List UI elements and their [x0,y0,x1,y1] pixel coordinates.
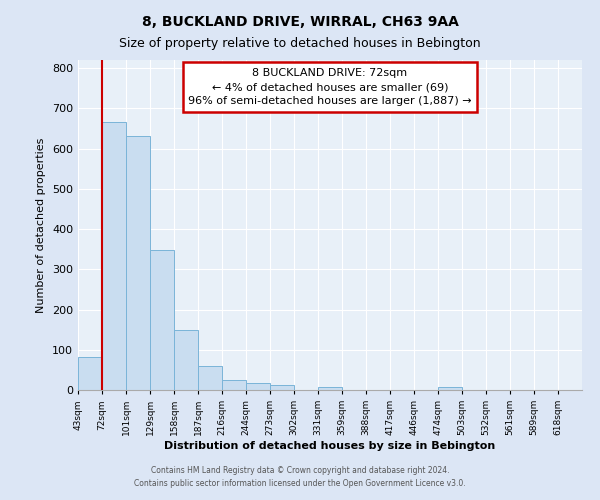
Text: 8 BUCKLAND DRIVE: 72sqm
← 4% of detached houses are smaller (69)
96% of semi-det: 8 BUCKLAND DRIVE: 72sqm ← 4% of detached… [188,68,472,106]
Bar [150,250,174,390]
Bar [102,122,126,390]
Bar [126,136,150,390]
Bar [246,383,270,390]
Bar [174,330,198,390]
Text: Contains HM Land Registry data © Crown copyright and database right 2024.
Contai: Contains HM Land Registry data © Crown c… [134,466,466,487]
Text: 8, BUCKLAND DRIVE, WIRRAL, CH63 9AA: 8, BUCKLAND DRIVE, WIRRAL, CH63 9AA [142,15,458,29]
Bar [318,387,342,390]
Text: Size of property relative to detached houses in Bebington: Size of property relative to detached ho… [119,38,481,51]
X-axis label: Distribution of detached houses by size in Bebington: Distribution of detached houses by size … [164,441,496,451]
Bar [222,380,246,390]
Bar [270,385,294,390]
Y-axis label: Number of detached properties: Number of detached properties [37,138,46,312]
Bar [198,366,222,390]
Bar [78,357,102,390]
Bar [438,387,462,390]
